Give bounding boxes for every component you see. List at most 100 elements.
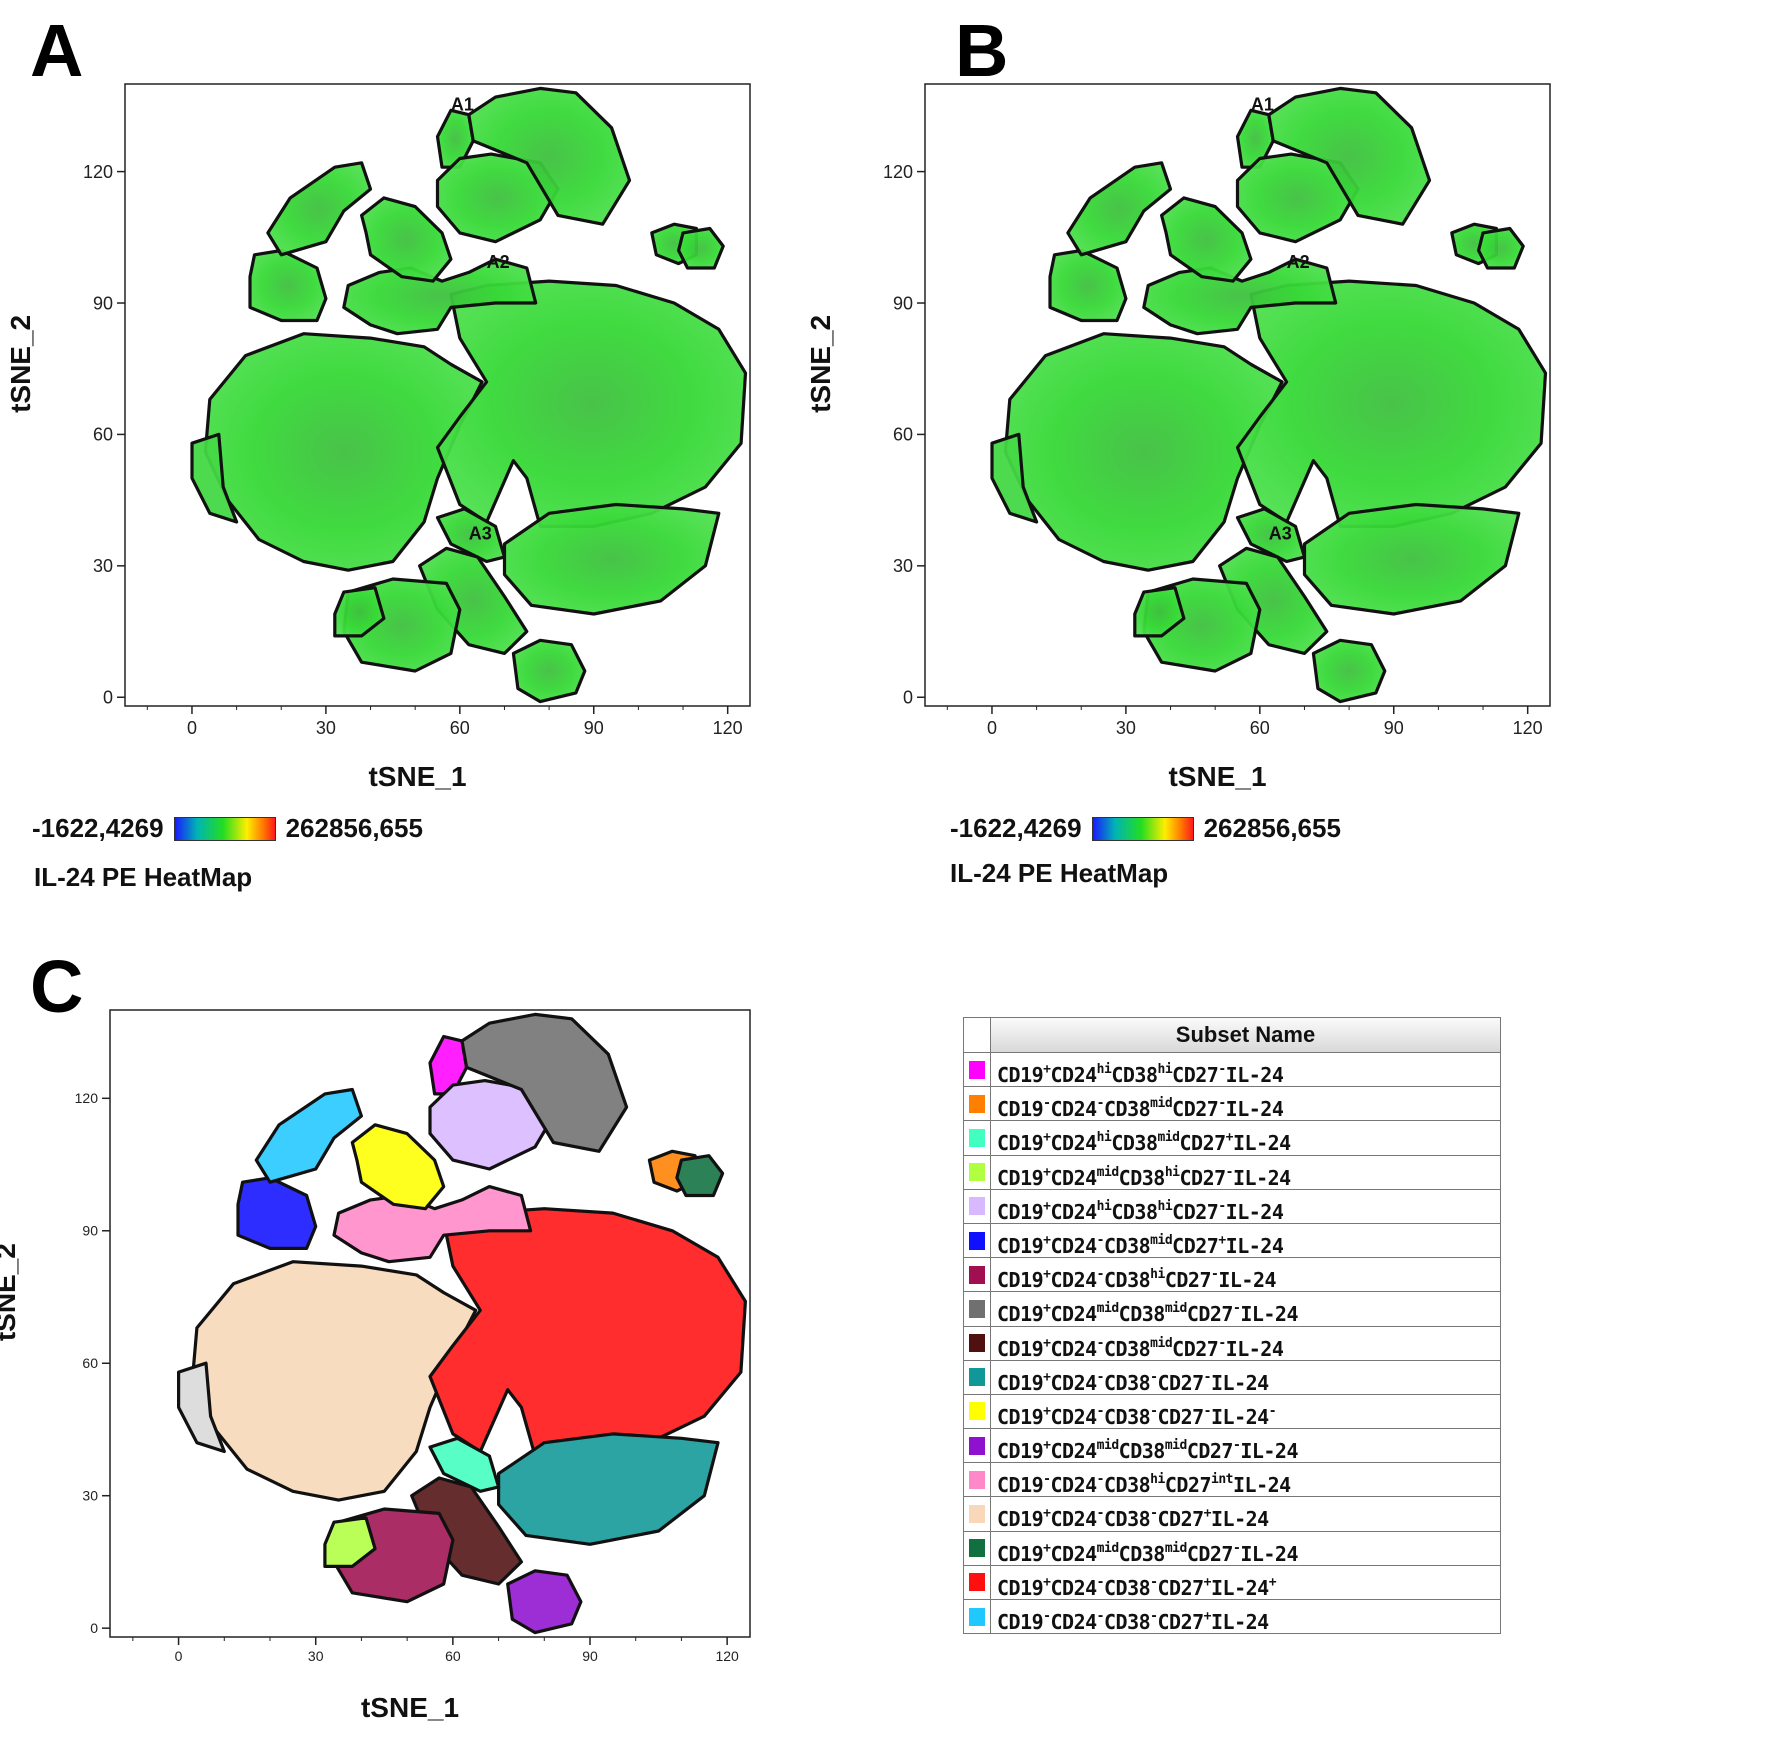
cluster-fill-green — [678, 228, 724, 268]
cluster-gate-gray — [460, 1012, 629, 1153]
legend-row: CD19+CD24midCD38midCD27-IL-24 — [964, 1531, 1500, 1566]
cluster-fill-blue — [1050, 250, 1126, 321]
plot-panel-c: 0 30 60 90 120 0 30 60 90 120 tSNE_1 tSNE_2 — [0, 1009, 880, 1730]
legend-subset-name: CD19+CD24midCD38midCD27-IL-24 — [997, 1438, 1299, 1464]
x-tick-label: 60 — [445, 1648, 461, 1664]
cluster-gate-sky — [254, 1087, 363, 1184]
cluster-fill-teal — [504, 504, 719, 614]
legend-swatch-cell — [964, 1394, 991, 1429]
legend-swatch — [969, 1265, 985, 1284]
legend-row: CD19-CD24-CD38hiCD27intIL-24 — [964, 1463, 1500, 1498]
gate-label-a1: A1 — [451, 94, 474, 114]
x-axis-title: tSNE_1 — [361, 1692, 459, 1723]
panel-letter-c: C — [30, 945, 84, 1028]
scale-min-a: -1622,4269 — [32, 813, 164, 843]
cluster-fill-magenta — [437, 110, 474, 168]
cluster-fill-maroon — [1219, 548, 1327, 654]
legend-subset-name: CD19-CD24-CD38-CD27+IL-24 — [997, 1609, 1269, 1634]
x-axis-title: tSNE_1 — [368, 761, 466, 792]
scale-max-b: 262856,655 — [1203, 813, 1341, 843]
cluster-gate-purple — [506, 1569, 583, 1635]
y-axis-title: tSNE_2 — [5, 315, 36, 413]
x-tick-label: 30 — [1116, 718, 1136, 738]
legend-row: CD19-CD24-CD38-CD27+IL-24 — [964, 1600, 1500, 1634]
y-axis-title: tSNE_2 — [0, 1243, 21, 1341]
scale-gradient-b — [1091, 816, 1194, 841]
tsne-subsets-c: 0 30 60 90 120 0 30 60 90 120 tSNE_1 tSNE_2 — [0, 1009, 751, 1723]
cluster-texture-sky — [256, 1089, 362, 1183]
cluster-texture-pink — [334, 1186, 531, 1262]
cluster-gate-big-left — [203, 332, 484, 572]
legend-swatch-cell — [964, 1429, 991, 1463]
legend-swatch-cell — [964, 1223, 991, 1258]
cluster-fill-yellow — [352, 1124, 444, 1209]
legend-row: CD19+CD24-CD38-CD27-IL-24 — [964, 1360, 1500, 1395]
legend-subset-name: CD19-CD24-CD38midCD27-IL-24 — [997, 1096, 1284, 1122]
scale-max-a: 262856,655 — [285, 813, 423, 843]
cluster-gate-mint — [1235, 507, 1307, 564]
legend-swatch-cell — [964, 1360, 991, 1394]
gate-label-a3: A3 — [1269, 524, 1292, 544]
cluster-texture-lime — [324, 1517, 376, 1567]
legend-swatch — [969, 1470, 985, 1489]
cluster-fill-maroon — [411, 1478, 522, 1584]
cluster-gate-blue — [1048, 248, 1128, 323]
cluster-gate-lime — [1133, 586, 1186, 638]
x-tick-label: 0 — [187, 718, 197, 738]
cluster-gate-wine — [332, 1507, 455, 1604]
legend-swatch-cell — [964, 1292, 991, 1326]
cluster-fill-pink — [343, 259, 536, 334]
legend-row: CD19+CD24midCD38midCD27-IL-24 — [964, 1292, 1500, 1327]
cluster-gate-big-left — [1003, 332, 1284, 572]
legend-swatch — [969, 1231, 985, 1250]
cluster-fill-mint — [437, 508, 505, 562]
cluster-gate-teal — [502, 502, 721, 616]
legend-subset-name: CD19+CD24midCD38midCD27-IL-24 — [997, 1540, 1299, 1566]
cluster-gate-yellow — [350, 1123, 446, 1211]
x-tick-label: 0 — [987, 718, 997, 738]
y-axis-title: tSNE_2 — [805, 315, 836, 413]
tsne-heatmap-a: A1 A2 A3 0 30 60 90 120 0 30 60 90 120 tSNE_1 tSNE_2 — [5, 83, 751, 792]
scale-gradient-a — [173, 816, 276, 841]
cluster-gate-lime — [333, 586, 386, 638]
legend-swatch — [969, 1299, 985, 1318]
legend-swatch — [969, 1436, 985, 1455]
panel-letter-b: B — [955, 9, 1009, 92]
y-tick-label: 0 — [103, 688, 113, 708]
cluster-fill-yellow — [361, 197, 451, 282]
legend-swatch-cell — [964, 1121, 991, 1155]
x-tick-label: 120 — [1513, 718, 1543, 738]
legend-swatch — [969, 1607, 985, 1626]
x-tick-label: 90 — [1384, 718, 1404, 738]
legend-subset-name: CD19-CD24-CD38hiCD27intIL-24 — [997, 1472, 1291, 1498]
cluster-gate-teal — [1302, 502, 1521, 616]
y-tick-label: 30 — [893, 556, 913, 576]
legend-rows: CD19+CD24hiCD38hiCD27-IL-24 CD19-CD24-CD3… — [964, 1053, 1500, 1634]
legend-swatch-cell — [964, 1497, 991, 1531]
y-tick-label: 30 — [82, 1488, 98, 1504]
scale-min-b: -1622,4269 — [950, 813, 1082, 843]
legend-swatch-cell — [964, 1053, 991, 1087]
cluster-fill-gray — [1268, 88, 1430, 225]
legend-subset-name: CD19+CD24midCD38midCD27-IL-24 — [997, 1301, 1299, 1327]
cluster-fill-sky — [256, 1089, 362, 1183]
cluster-fill-maroon — [419, 548, 527, 654]
cluster-gate-green — [677, 226, 725, 270]
cluster-fill-mint — [430, 1438, 499, 1492]
legend-row: CD19+CD24-CD38midCD27+IL-24 — [964, 1223, 1500, 1259]
cluster-fill-sky — [267, 162, 371, 255]
panel-letter-a: A — [30, 9, 84, 92]
y-tick-label: 30 — [93, 556, 113, 576]
cluster-texture-green — [676, 1155, 723, 1196]
cluster-fill-lavender — [437, 154, 558, 242]
y-tick-label: 0 — [903, 688, 913, 708]
legend-swatch — [969, 1573, 985, 1592]
cluster-texture-magenta — [430, 1036, 467, 1094]
legend-subset-name: CD19+CD24-CD38-CD27+IL-24+ — [997, 1574, 1277, 1600]
cluster-gate-lavender — [1235, 152, 1360, 244]
legend-header-swatch-col — [964, 1018, 991, 1052]
cluster-fill-green — [676, 1155, 723, 1196]
cluster-fill-purple — [1313, 640, 1385, 702]
cluster-gate-lavender — [435, 152, 560, 244]
cluster-gate-lime — [323, 1516, 377, 1568]
